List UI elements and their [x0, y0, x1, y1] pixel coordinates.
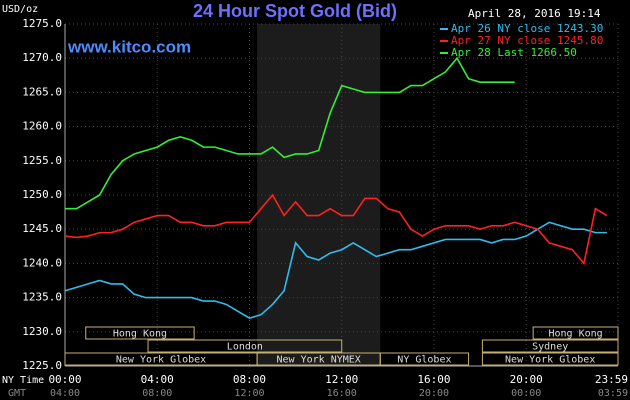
y-tick-label: 1260.0: [22, 120, 62, 133]
session-box: [481, 339, 619, 353]
session-label: NY Globex: [397, 355, 451, 366]
website: www.kitco.com: [67, 37, 191, 56]
y-tick-label: 1255.0: [22, 154, 62, 167]
chart-title: 24 Hour Spot Gold (Bid): [193, 1, 397, 21]
session-label: Sydney: [532, 342, 568, 353]
x2-tick-label: 20:00: [419, 388, 449, 399]
session-box: [85, 326, 195, 340]
legend-label: Apr 27 NY close 1245.80: [451, 34, 603, 47]
session-box: [532, 326, 619, 340]
series-line: [64, 221, 607, 319]
x-tick-label: 20:00: [510, 373, 543, 386]
x2-tick-label: 03:59: [598, 388, 628, 399]
y-tick-label: 1270.0: [22, 51, 62, 64]
session-label: New York NYMEX: [277, 355, 361, 366]
legend-label: Apr 28 Last 1266.50: [451, 46, 577, 59]
series-line: [64, 193, 608, 266]
y-tick-label: 1250.0: [22, 188, 62, 201]
x-tick-label: 08:00: [233, 373, 266, 386]
x2-tick-label: 16:00: [327, 388, 357, 399]
x-tick-label: 23:59: [595, 373, 628, 386]
x2-axis-label: GMT: [8, 388, 26, 399]
session-label: Hong Kong: [548, 329, 602, 340]
timestamp: April 28, 2016 19:14: [468, 7, 601, 20]
session-label: New York Globex: [116, 355, 206, 366]
y-tick-label: 1275.0: [22, 17, 62, 30]
session-box: [379, 352, 470, 366]
legend-label: Apr 26 NY close 1243.30: [451, 22, 603, 35]
series-line: [65, 56, 515, 210]
x-tick-label: 12:00: [325, 373, 358, 386]
session-box: [147, 339, 343, 353]
y-tick-label: 1265.0: [22, 85, 62, 98]
y-tick-label: 1240.0: [22, 256, 62, 269]
x2-tick-label: 04:00: [50, 388, 80, 399]
y-unit: USD/oz: [2, 4, 38, 15]
y-tick-label: 1235.0: [22, 291, 62, 304]
session-label: New York Globex: [505, 355, 595, 366]
x2-tick-label: 00:00: [511, 388, 541, 399]
y-tick-label: 1230.0: [22, 325, 62, 338]
x-axis-label: NY Time: [2, 375, 44, 386]
y-tick-label: 1245.0: [22, 222, 62, 235]
x2-tick-label: 08:00: [142, 388, 172, 399]
x2-tick-label: 12:00: [234, 388, 264, 399]
y-tick-label: 1225.0: [22, 359, 62, 372]
plot-underlay: [64, 23, 619, 367]
session-label: Hong Kong: [113, 329, 167, 340]
session-box: [481, 352, 619, 366]
session-label: London: [227, 342, 263, 353]
x-tick-label: 16:00: [417, 373, 450, 386]
x-tick-label: 00:00: [48, 373, 81, 386]
x-tick-label: 04:00: [141, 373, 174, 386]
